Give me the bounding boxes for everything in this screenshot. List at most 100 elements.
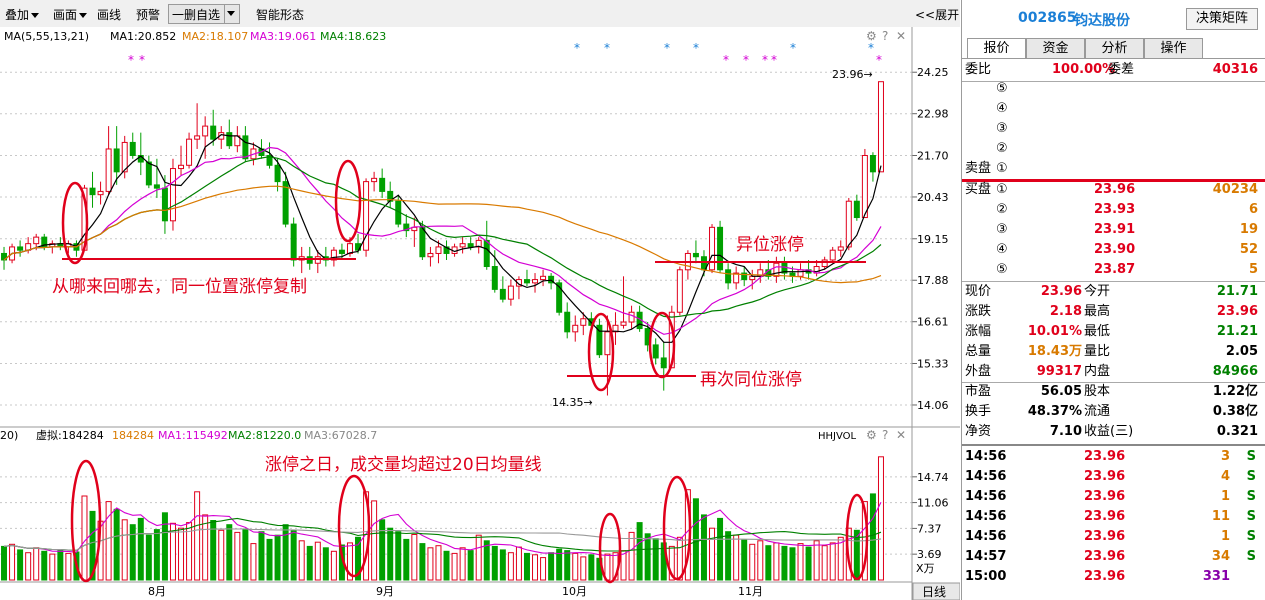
volume-bar bbox=[717, 517, 724, 581]
candle-body bbox=[121, 141, 128, 173]
close-icon[interactable]: ✕ bbox=[896, 428, 906, 442]
alert-button[interactable]: 预警 bbox=[136, 8, 161, 22]
ma2-legend: MA2:18.107 bbox=[182, 30, 248, 43]
tab-quote[interactable]: 报价 bbox=[967, 38, 1026, 58]
tick-time: 14:56 bbox=[965, 449, 1007, 464]
volume-bar bbox=[113, 508, 120, 581]
candle-body bbox=[186, 138, 193, 166]
blue-star-marker: * bbox=[574, 41, 580, 55]
screen-menu[interactable]: 画面 bbox=[53, 6, 88, 23]
volume-bar bbox=[515, 546, 522, 581]
tick-side: S bbox=[1246, 529, 1256, 544]
tick-row: 15:00 23.96 331 bbox=[962, 567, 1265, 587]
candle-body bbox=[532, 279, 539, 284]
watchlist-remove-button[interactable]: 一删自选 bbox=[168, 4, 240, 24]
candle-body bbox=[178, 164, 185, 170]
ma-line bbox=[3, 146, 882, 335]
volume-bar bbox=[797, 543, 804, 581]
price-tick-label: 22.98 bbox=[917, 108, 949, 121]
blue-star-marker: * bbox=[664, 41, 670, 55]
tab-operation[interactable]: 操作 bbox=[1144, 38, 1203, 58]
help-icon[interactable]: ? bbox=[882, 428, 888, 442]
vol-ma2-legend: MA2:81220.0 bbox=[228, 429, 301, 442]
candle-body bbox=[403, 223, 410, 232]
volume-bar bbox=[65, 552, 72, 581]
buy-volume: 5 bbox=[1248, 262, 1258, 277]
volume-bar bbox=[89, 510, 96, 581]
draw-line-button[interactable]: 画线 bbox=[97, 8, 122, 22]
volume-bar bbox=[507, 552, 514, 581]
volume-bar bbox=[17, 549, 24, 581]
volume-bar bbox=[218, 529, 225, 581]
divider bbox=[962, 281, 1265, 282]
candle-body bbox=[194, 135, 201, 140]
candle-body bbox=[419, 226, 426, 258]
volume-bar bbox=[226, 524, 233, 581]
candle-body bbox=[282, 181, 289, 225]
sell-level-row: 卖盘 ① bbox=[962, 159, 1265, 179]
tab-analysis[interactable]: 分析 bbox=[1085, 38, 1144, 58]
tick-side: S bbox=[1246, 509, 1256, 524]
tick-time: 14:57 bbox=[965, 549, 1007, 564]
volume-bar bbox=[451, 552, 458, 581]
volume-bar bbox=[57, 550, 64, 581]
tick-time: 14:56 bbox=[965, 469, 1007, 484]
candle-body bbox=[853, 200, 860, 219]
fundamental-value: 48.37% bbox=[1027, 404, 1082, 419]
volume-bar bbox=[837, 536, 844, 581]
candle-body bbox=[773, 262, 780, 277]
volume-bar bbox=[242, 528, 249, 581]
candle-body bbox=[499, 288, 506, 300]
sell-level-index: ④ bbox=[996, 101, 1008, 116]
signal-stars: * * * * * * ** * * * * * bbox=[128, 41, 882, 67]
highlight-ellipse bbox=[587, 312, 615, 392]
candle-body bbox=[523, 279, 530, 284]
volume-bar bbox=[700, 514, 707, 581]
candle-body bbox=[274, 164, 281, 183]
buy-volume: 19 bbox=[1239, 222, 1258, 237]
help-icon[interactable]: ? bbox=[882, 29, 888, 43]
smart-pattern-button[interactable]: 智能形态 bbox=[256, 8, 305, 22]
settings-icon[interactable]: ⚙ bbox=[866, 428, 877, 442]
price-tick-label: 16.61 bbox=[917, 316, 949, 329]
volume-bar bbox=[644, 533, 651, 581]
volume-bar bbox=[258, 531, 265, 581]
volume-bar bbox=[499, 549, 506, 581]
buy-volume: 40234 bbox=[1212, 182, 1258, 197]
candle-body bbox=[733, 272, 740, 284]
quote-tabs: 报价 资金 分析 操作 bbox=[962, 38, 1265, 59]
candle-body bbox=[564, 311, 571, 333]
expand-button[interactable]: <<展开 bbox=[915, 8, 960, 22]
tick-price: 23.96 bbox=[1084, 529, 1126, 544]
volume-bar bbox=[749, 543, 756, 581]
vol-ma3-legend: MA3:67028.7 bbox=[304, 429, 377, 442]
kline-chart[interactable]: 24.25 22.98 21.70 20.43 19.15 17.88 16.61 15.33… bbox=[0, 27, 960, 600]
volume-bar bbox=[9, 543, 16, 581]
price-tick-label: 19.15 bbox=[917, 233, 949, 246]
quote-value: 23.96 bbox=[1216, 304, 1258, 319]
volume-tick-label: 14.74 bbox=[917, 471, 949, 484]
close-icon[interactable]: ✕ bbox=[896, 29, 906, 43]
quote-label: 涨幅 bbox=[965, 324, 992, 339]
highlight-ellipse bbox=[662, 475, 692, 581]
volume-bar bbox=[709, 527, 716, 581]
chevron-down-icon[interactable] bbox=[224, 5, 239, 23]
annotation-again-same: 再次同位涨停 bbox=[700, 370, 802, 390]
tick-price: 23.96 bbox=[1084, 509, 1126, 524]
decision-matrix-button[interactable]: 决策矩阵 bbox=[1186, 8, 1258, 30]
sell-level-row: ③ bbox=[962, 119, 1265, 139]
buy-level-row: ④ 23.90 52 bbox=[962, 240, 1265, 260]
tick-price: 23.96 bbox=[1084, 569, 1126, 584]
overlay-menu[interactable]: 叠加 bbox=[5, 6, 40, 23]
tab-funds[interactable]: 资金 bbox=[1026, 38, 1085, 58]
candle-body bbox=[829, 249, 836, 261]
volume-bar bbox=[322, 547, 329, 581]
candle-body bbox=[507, 285, 514, 300]
volume-bar bbox=[781, 545, 788, 581]
candle-body bbox=[596, 324, 603, 356]
period-button[interactable] bbox=[912, 582, 960, 600]
settings-icon[interactable]: ⚙ bbox=[866, 29, 877, 43]
volume-bar bbox=[194, 491, 201, 581]
volume-bar bbox=[411, 534, 418, 581]
volume-bar bbox=[459, 547, 466, 581]
